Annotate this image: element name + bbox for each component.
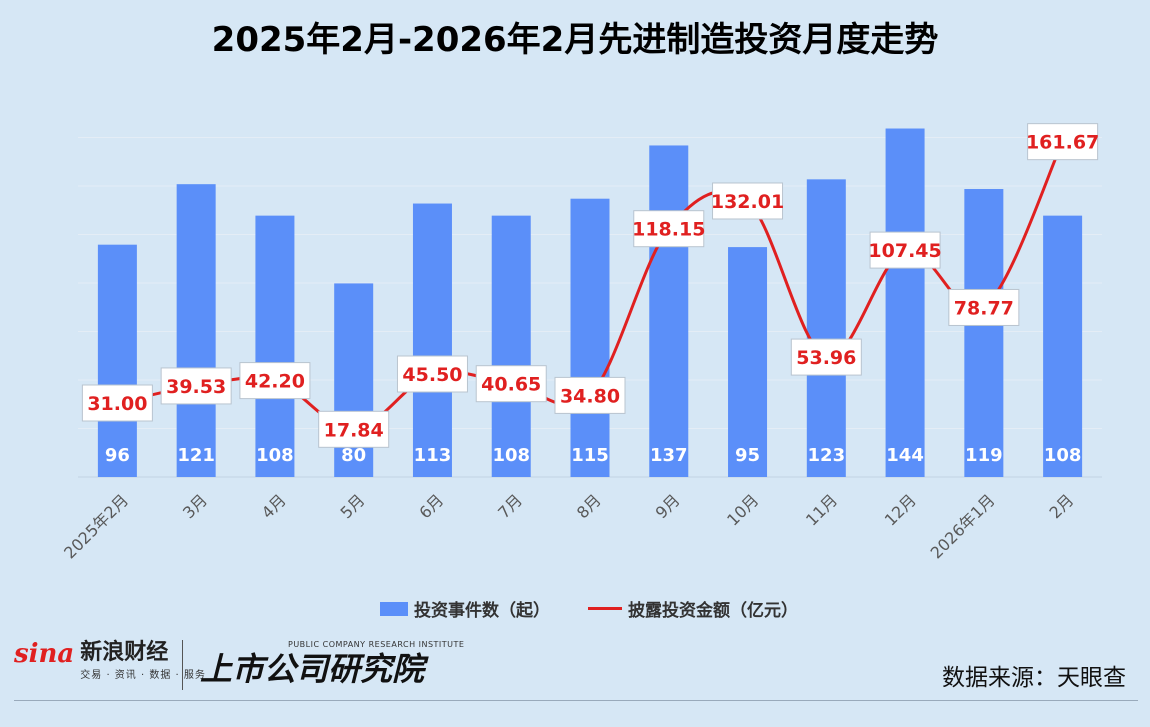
bar-value-label: 119 (965, 445, 1003, 466)
x-tick-label: 5月 (337, 490, 369, 522)
x-tick-label: 2026年1月 (927, 490, 999, 562)
line-label-box (554, 376, 626, 414)
sina-subtitle: 交易 · 资讯 · 数据 · 服务 (80, 670, 206, 681)
line-value-label: 118.15 (632, 219, 705, 241)
line-value-label: 31.00 (87, 393, 147, 415)
line-label-box (712, 182, 784, 220)
bar-value-label: 80 (341, 445, 366, 466)
sina-name: 新浪财经 (80, 640, 169, 665)
line-value-label: 39.53 (166, 376, 226, 398)
line-value-label: 53.96 (796, 347, 856, 369)
x-tick-label: 11月 (802, 490, 841, 529)
line-label-box (869, 231, 941, 269)
chart-legend: 投资事件数（起） 披露投资金额（亿元） (380, 596, 836, 621)
institute-en-name: PUBLIC COMPANY RESEARCH INSTITUTE (288, 640, 465, 649)
bar[interactable] (1043, 215, 1083, 477)
legend-bar-swatch (380, 601, 408, 616)
bar[interactable] (176, 184, 216, 477)
footer-divider (14, 700, 1138, 701)
x-tick-label: 4月 (258, 490, 290, 522)
x-tick-label: 7月 (494, 490, 526, 522)
chart-title: 2025年2月-2026年2月先进制造投资月度走势 (211, 20, 939, 60)
bar[interactable] (728, 247, 768, 477)
line-label-box (633, 210, 705, 248)
bar[interactable] (491, 215, 531, 477)
bar-value-label: 95 (735, 445, 760, 466)
x-tick-label: 8月 (573, 490, 605, 522)
bar[interactable] (97, 244, 137, 477)
bar[interactable] (964, 189, 1004, 477)
bar-value-label: 121 (177, 445, 215, 466)
x-tick-label: 9月 (652, 490, 684, 522)
bar-value-label: 123 (808, 445, 846, 466)
x-tick-label: 2月 (1045, 490, 1077, 522)
sina-finance-brand: sina 新浪财经 交易 · 资讯 · 数据 · 服务 (14, 640, 206, 681)
x-tick-label: 3月 (179, 490, 211, 522)
line-label-box (1027, 123, 1099, 161)
line-value-label: 107.45 (868, 240, 941, 262)
line-value-label: 34.80 (560, 385, 620, 407)
legend-line-swatch (588, 607, 622, 610)
legend-item-line[interactable]: 披露投资金额（亿元） (588, 596, 798, 621)
bar[interactable] (255, 215, 295, 477)
x-tick-label: 2025年2月 (60, 490, 132, 562)
bar[interactable] (649, 145, 689, 477)
line-value-label: 45.50 (402, 364, 462, 386)
bar[interactable] (806, 179, 846, 477)
bar-value-label: 108 (256, 445, 294, 466)
bar-value-label: 113 (414, 445, 452, 466)
bar-value-label: 108 (492, 445, 530, 466)
line-label-box (318, 410, 390, 448)
bar[interactable] (412, 203, 452, 478)
line-label-box (948, 288, 1020, 326)
legend-line-label: 披露投资金额（亿元） (628, 601, 798, 621)
x-tick-label: 12月 (881, 490, 920, 529)
bar[interactable] (885, 128, 925, 477)
line-value-label: 78.77 (954, 297, 1014, 319)
line-label-box (160, 367, 232, 405)
line-value-label: 132.01 (711, 191, 784, 213)
bar-value-label: 96 (105, 445, 130, 466)
data-source: 数据来源：天眼查 (942, 665, 1126, 691)
bar-value-label: 137 (650, 445, 688, 466)
line-value-label: 40.65 (481, 374, 541, 396)
sina-logo: sina (14, 639, 75, 669)
line-label-box (396, 355, 468, 393)
line-label-box (475, 365, 547, 403)
bar-value-label: 115 (571, 445, 609, 466)
line-value-label: 42.20 (245, 371, 305, 393)
line-label-box (239, 362, 311, 400)
legend-bar-label: 投资事件数（起） (414, 601, 550, 621)
line-value-label: 161.67 (1026, 132, 1099, 154)
bar[interactable] (570, 198, 610, 477)
line-value-label: 17.84 (324, 419, 384, 441)
brand-divider (182, 640, 183, 690)
legend-item-bar[interactable]: 投资事件数（起） (380, 596, 550, 621)
institute-brand: PUBLIC COMPANY RESEARCH INSTITUTE 上市公司研究… (200, 640, 464, 689)
bar-value-label: 108 (1044, 445, 1082, 466)
line-label-box (790, 338, 862, 376)
institute-cn-name: 上市公司研究院 (200, 650, 425, 688)
line-label-box (81, 384, 153, 422)
x-tick-label: 10月 (723, 490, 762, 529)
bar-value-label: 144 (886, 445, 924, 466)
x-tick-label: 6月 (415, 490, 447, 522)
